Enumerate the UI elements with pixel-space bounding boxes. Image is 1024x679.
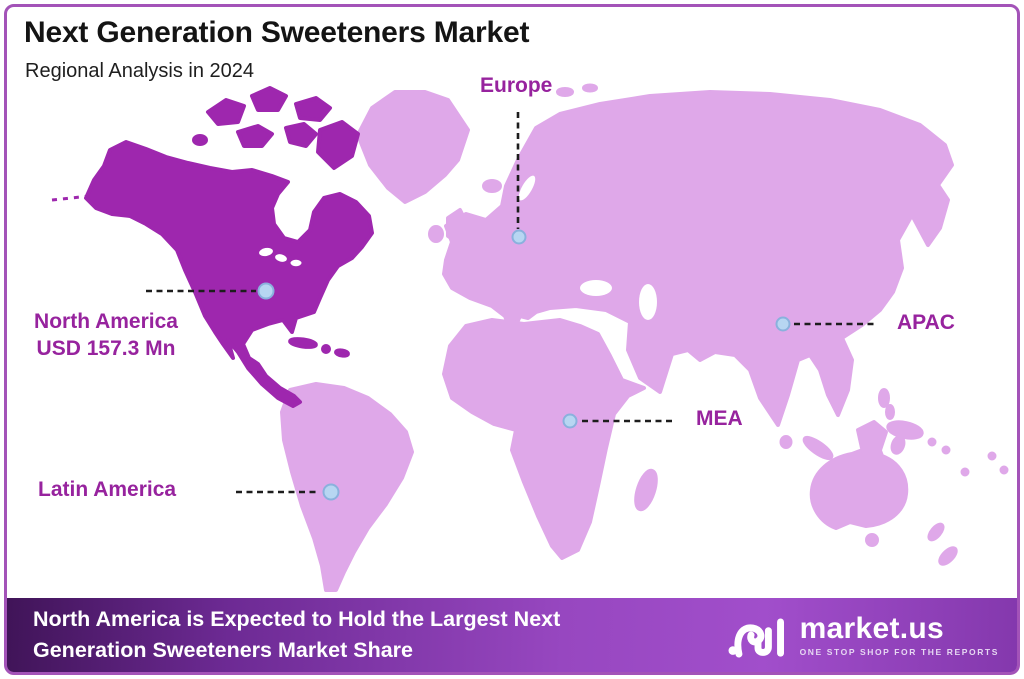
banner-headline: North America is Expected to Hold the La… (7, 604, 560, 665)
bottom-banner: North America is Expected to Hold the La… (7, 598, 1017, 672)
region-eurasia (428, 83, 954, 449)
new-zealand-island (927, 522, 945, 542)
region-africa (442, 318, 658, 560)
black-sea (580, 280, 612, 296)
tasmania-island (865, 533, 879, 547)
sri-lanka-island (779, 435, 793, 449)
logo-text-block: market.us ONE STOP SHOP FOR THE REPORTS (800, 613, 999, 658)
new-guinea-island (886, 420, 924, 440)
marketus-logo-icon (728, 618, 784, 658)
baltic-sea (518, 175, 536, 201)
page-title: Next Generation Sweeteners Market (24, 16, 530, 49)
north-america-marker-dot (257, 282, 275, 300)
cuba-island (288, 337, 318, 349)
north-america-label: North America (34, 310, 178, 333)
apac-marker-dot (775, 316, 791, 332)
marketus-logo: market.us ONE STOP SHOP FOR THE REPORTS (726, 609, 999, 661)
page-subtitle: Regional Analysis in 2024 (25, 60, 255, 82)
europe-marker-dot (511, 229, 527, 245)
japan-island (869, 267, 887, 289)
latin-america-marker-dot (322, 483, 340, 501)
region-label-latin-america: Latin America (38, 478, 177, 501)
uk-island (446, 208, 470, 246)
iceland-island (482, 179, 502, 193)
region-north-america-highlight (51, 86, 374, 408)
logo-brand: market.us (799, 611, 945, 645)
region-label-europe: Europe (480, 74, 553, 97)
madagascar-island (634, 468, 658, 512)
region-oceania (802, 388, 1009, 566)
great-lakes (290, 259, 302, 267)
japan-island (857, 286, 875, 306)
mea-marker-dot (562, 413, 578, 429)
sakhalin-island (887, 242, 899, 268)
logo-tagline: ONE STOP SHOP FOR THE REPORTS (799, 647, 999, 658)
region-south-america (280, 382, 414, 592)
leader-lines (146, 112, 876, 501)
region-greenland (356, 90, 502, 204)
region-label-mea: MEA (696, 407, 743, 430)
philippines-island (878, 388, 890, 408)
australia (809, 438, 909, 530)
banner-headline-line1: North America is Expected to Hold the La… (33, 607, 561, 632)
great-lakes (259, 247, 273, 257)
philippines-island (885, 404, 895, 420)
great-lakes (275, 254, 287, 262)
region-label-apac: APAC (897, 311, 955, 334)
sumatra-island (802, 435, 834, 461)
ireland-island (428, 225, 444, 243)
banner-headline-line2: Generation Sweeteners Market Share (33, 638, 413, 662)
new-zealand-island (938, 546, 958, 566)
region-label-north-america: North America USD 157.3 Mn (6, 308, 206, 363)
caspian-sea (639, 284, 657, 320)
north-america-value: USD 157.3 Mn (36, 337, 176, 361)
